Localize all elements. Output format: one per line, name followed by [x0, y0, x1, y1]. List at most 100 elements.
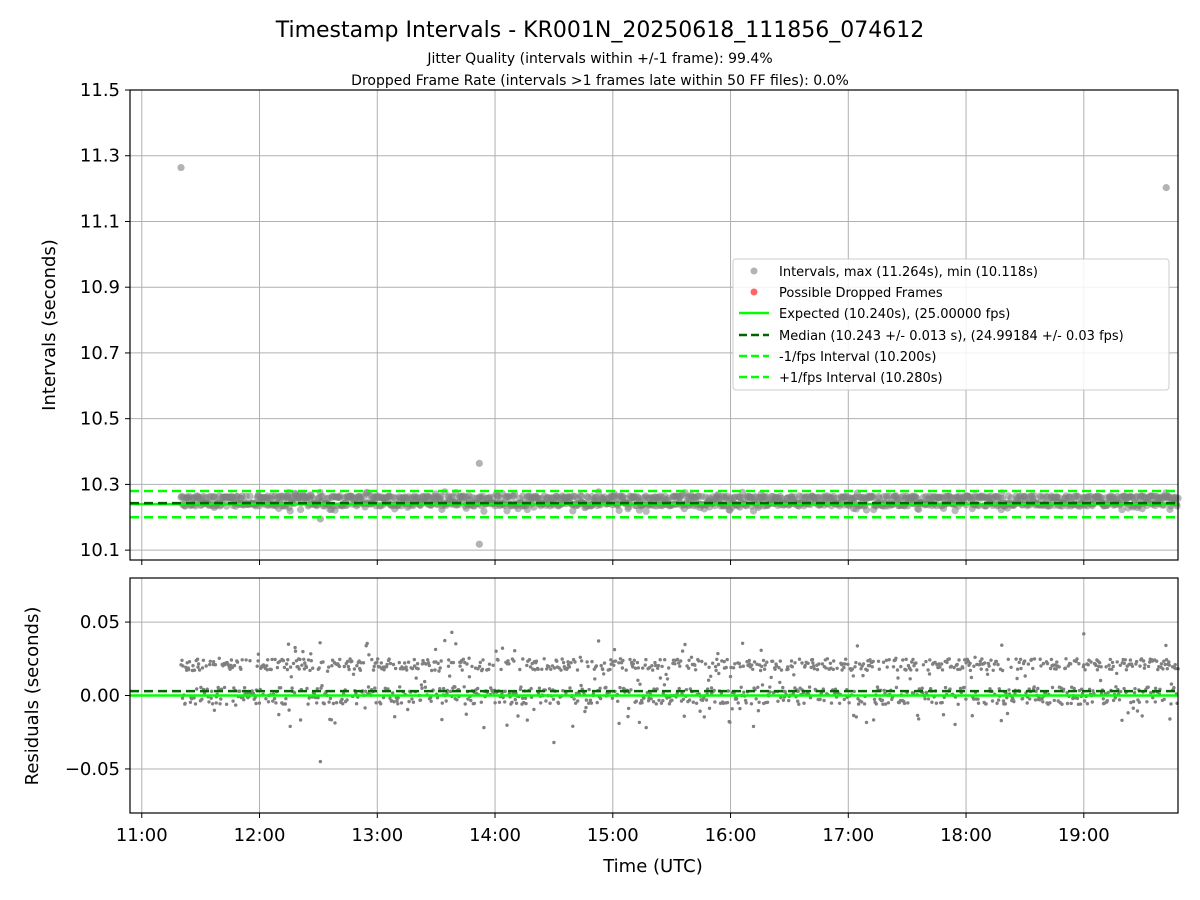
- residual-point: [288, 665, 293, 669]
- residual-point: [461, 657, 466, 661]
- residual-point: [985, 672, 990, 676]
- residual-point: [731, 666, 736, 670]
- residual-point: [958, 667, 962, 671]
- residual-point: [787, 698, 791, 703]
- residual-point: [885, 665, 889, 669]
- residual-outlier-point: [552, 740, 556, 745]
- residual-point: [667, 702, 672, 706]
- residual-point: [1163, 662, 1167, 667]
- residual-point: [209, 696, 213, 700]
- residual-point: [405, 668, 409, 672]
- residual-point: [547, 665, 551, 669]
- residual-point: [358, 668, 363, 672]
- residual-point: [1050, 685, 1055, 690]
- residual-point: [305, 686, 309, 691]
- residual-point: [1006, 657, 1010, 661]
- residual-point: [1069, 662, 1073, 666]
- residual-point: [211, 660, 216, 664]
- residual-point: [1077, 662, 1081, 666]
- residual-point: [651, 668, 655, 672]
- residual-point: [503, 700, 507, 704]
- residual-point: [518, 667, 522, 672]
- residual-point: [438, 666, 442, 670]
- residual-point: [688, 687, 692, 691]
- residual-point: [1108, 657, 1113, 662]
- residual-point: [289, 675, 293, 679]
- residual-point: [440, 717, 444, 722]
- residual-point: [222, 685, 227, 690]
- residual-point: [1111, 664, 1116, 669]
- residual-point: [271, 699, 275, 703]
- residual-point: [513, 649, 517, 653]
- residual-point: [1030, 657, 1034, 662]
- residual-point: [217, 656, 221, 660]
- residual-point: [287, 708, 291, 712]
- residual-point: [642, 696, 646, 700]
- residual-point: [825, 657, 830, 661]
- residual-point: [626, 714, 630, 719]
- residual-point: [957, 658, 961, 662]
- residuals-y-tick-label: −0.05: [65, 759, 120, 780]
- residual-point: [407, 699, 411, 704]
- residual-point: [269, 667, 273, 672]
- residual-point: [876, 659, 881, 663]
- residual-point: [608, 667, 612, 672]
- residual-point: [266, 700, 271, 704]
- residual-point: [632, 658, 636, 662]
- residual-point: [500, 646, 505, 650]
- residual-point: [602, 672, 606, 676]
- interval-outlier-point: [475, 459, 483, 467]
- residual-point: [724, 665, 728, 670]
- residual-point: [419, 683, 424, 687]
- residual-point: [1034, 689, 1038, 693]
- residual-point: [1032, 657, 1037, 661]
- residual-point: [527, 658, 532, 662]
- residual-point: [689, 655, 694, 659]
- residual-point: [536, 667, 540, 671]
- interval-point: [480, 507, 488, 515]
- residual-point: [987, 664, 991, 668]
- residual-point: [1022, 659, 1027, 663]
- residual-point: [568, 686, 572, 690]
- residual-point: [370, 657, 374, 662]
- residual-point: [1000, 643, 1004, 647]
- residual-point: [1041, 661, 1046, 666]
- residual-point: [988, 687, 992, 691]
- residual-point: [744, 701, 748, 705]
- residual-point: [1130, 664, 1135, 668]
- residual-point: [420, 686, 424, 690]
- residual-point: [1091, 689, 1095, 693]
- residual-point: [180, 696, 185, 700]
- residual-point: [458, 664, 462, 668]
- residual-point: [524, 701, 528, 706]
- residual-point: [307, 696, 311, 700]
- residual-point: [330, 664, 334, 668]
- residual-point: [759, 648, 763, 652]
- residual-point: [322, 702, 326, 706]
- residual-point: [277, 712, 281, 717]
- residual-point: [274, 701, 278, 705]
- residual-point: [1113, 696, 1118, 700]
- residual-point: [1032, 685, 1036, 689]
- residual-point: [752, 660, 757, 664]
- residual-point: [870, 665, 874, 669]
- residual-point: [881, 660, 886, 664]
- residual-point: [1167, 663, 1172, 667]
- residual-point: [514, 701, 519, 705]
- residual-point: [604, 685, 608, 690]
- residual-point: [1048, 701, 1052, 705]
- residual-point: [651, 700, 656, 704]
- residual-point: [617, 721, 621, 726]
- residual-point: [904, 657, 908, 661]
- residual-point: [1104, 665, 1108, 669]
- residual-point: [440, 701, 444, 705]
- residual-point: [904, 668, 908, 672]
- residual-point: [713, 664, 718, 669]
- residual-point: [240, 658, 244, 662]
- intervals-y-tick-label: 10.5: [80, 409, 120, 430]
- residual-point: [952, 665, 956, 670]
- residual-point: [707, 706, 712, 710]
- residual-point: [633, 666, 638, 670]
- residual-point: [902, 701, 907, 706]
- residual-point: [812, 664, 816, 668]
